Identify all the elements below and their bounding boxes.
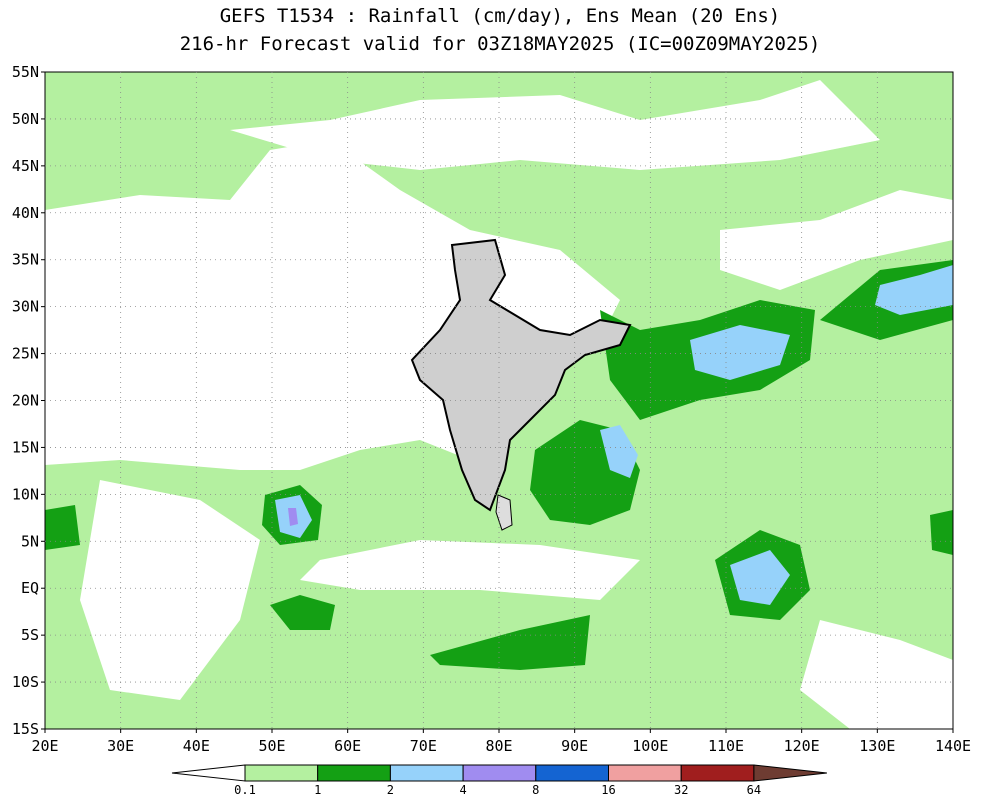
lat-label: 10N [12, 485, 39, 503]
lat-label: 20N [12, 392, 39, 410]
colorbar-swatch [535, 764, 609, 782]
lat-label: 30N [12, 298, 39, 316]
lon-label: 90E [561, 737, 588, 755]
lon-label: 40E [183, 737, 210, 755]
lat-label: 15N [12, 438, 39, 456]
lat-label: 5S [21, 626, 39, 644]
lon-label: 50E [258, 737, 285, 755]
colorbar-label: 16 [601, 783, 615, 797]
colorbar-swatch [462, 764, 537, 782]
title-line: 216-hr Forecast valid for 03Z18MAY2025 (… [180, 33, 821, 55]
lon-label: 30E [107, 737, 134, 755]
lat-label: 45N [12, 157, 39, 175]
map-field [45, 72, 953, 729]
colorbar-label: 64 [747, 783, 761, 797]
colorbar-swatch [753, 764, 827, 782]
lon-label: 110E [708, 737, 744, 755]
colorbar-swatch [317, 764, 391, 782]
lat-label: 50N [12, 110, 39, 128]
lon-label: 70E [410, 737, 437, 755]
lon-label: 20E [31, 737, 58, 755]
lon-label: 130E [859, 737, 895, 755]
colorbar-swatch [244, 764, 319, 782]
lat-label: 40N [12, 204, 39, 222]
lon-label: 100E [632, 737, 668, 755]
colorbar-label: 2 [387, 783, 394, 797]
lon-label: 120E [784, 737, 820, 755]
lon-label: 140E [935, 737, 971, 755]
lon-label: 60E [334, 737, 361, 755]
lat-label: 35N [12, 251, 39, 269]
colorbar-swatch [171, 764, 246, 782]
colorbar-label: 1 [314, 783, 321, 797]
lat-label: 25N [12, 345, 39, 363]
lat-label: 55N [12, 63, 39, 81]
lat-label: 10S [12, 673, 39, 691]
colorbar-label: 32 [674, 783, 688, 797]
colorbar-label: 4 [459, 783, 466, 797]
colorbar-swatch [389, 764, 464, 782]
lon-label: 80E [485, 737, 512, 755]
lat-label: 5N [21, 532, 39, 550]
lat-label: 15S [12, 720, 39, 738]
colorbar-label: 0.1 [234, 783, 256, 797]
colorbar-label: 8 [532, 783, 539, 797]
colorbar-swatch [680, 764, 755, 782]
lat-label: EQ [21, 579, 39, 597]
colorbar-swatch [608, 764, 682, 782]
title-line: GEFS T1534 : Rainfall (cm/day), Ens Mean… [220, 5, 781, 27]
